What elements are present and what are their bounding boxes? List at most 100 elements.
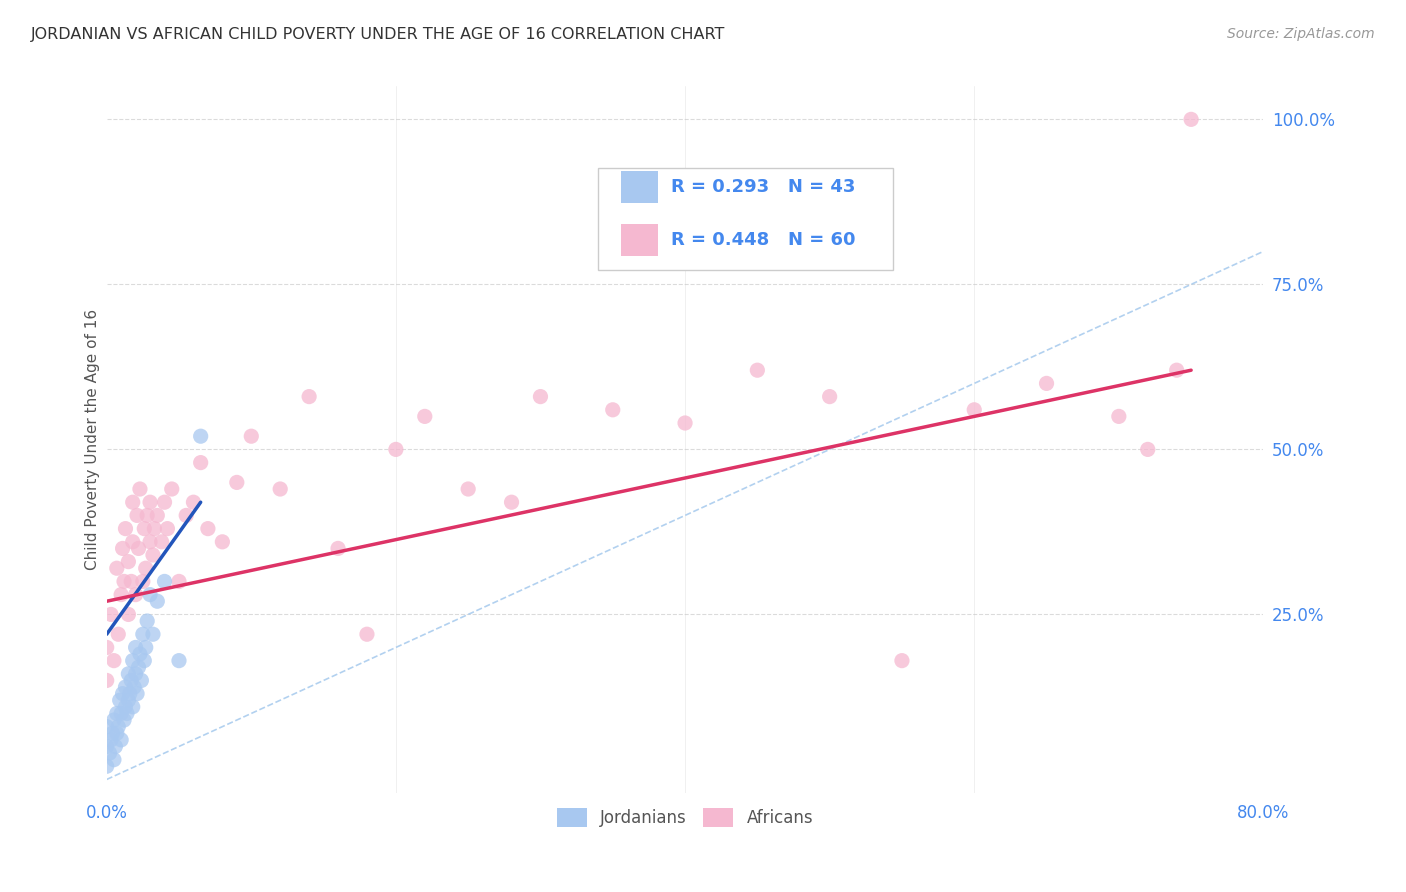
Point <box>139 534 162 549</box>
Point <box>747 363 769 377</box>
Point <box>131 673 153 688</box>
Point <box>105 561 128 575</box>
Text: JORDANIAN VS AFRICAN CHILD POVERTY UNDER THE AGE OF 16 CORRELATION CHART: JORDANIAN VS AFRICAN CHILD POVERTY UNDER… <box>31 27 725 42</box>
Point <box>136 508 159 523</box>
Point <box>160 482 183 496</box>
Point <box>129 647 152 661</box>
Point <box>142 627 165 641</box>
Point <box>150 534 173 549</box>
Point <box>385 442 408 457</box>
Point <box>120 574 142 589</box>
Y-axis label: Child Poverty Under the Age of 16: Child Poverty Under the Age of 16 <box>86 309 100 570</box>
Point <box>298 390 321 404</box>
Point <box>122 680 145 694</box>
Point <box>153 574 176 589</box>
Point <box>143 522 166 536</box>
Point <box>103 713 125 727</box>
Point <box>100 732 122 747</box>
Point <box>115 706 138 721</box>
Point <box>136 614 159 628</box>
Point <box>117 607 139 622</box>
Point <box>108 693 131 707</box>
Point <box>128 660 150 674</box>
Point <box>132 627 155 641</box>
Text: Source: ZipAtlas.com: Source: ZipAtlas.com <box>1227 27 1375 41</box>
Point <box>1035 376 1057 391</box>
Point <box>103 654 125 668</box>
Point <box>112 713 135 727</box>
Point <box>105 726 128 740</box>
Point <box>114 522 136 536</box>
Point <box>96 720 118 734</box>
Point <box>501 495 523 509</box>
Point <box>112 574 135 589</box>
Point <box>110 706 132 721</box>
Point <box>129 482 152 496</box>
Point <box>124 666 146 681</box>
Point <box>96 640 118 655</box>
Text: R = 0.293   N = 43: R = 0.293 N = 43 <box>671 178 856 195</box>
Point <box>190 429 212 443</box>
Point <box>142 548 165 562</box>
Point <box>104 739 127 754</box>
FancyBboxPatch shape <box>599 168 893 270</box>
Point <box>117 555 139 569</box>
Point <box>107 627 129 641</box>
Point <box>98 746 121 760</box>
Point <box>134 654 156 668</box>
Point <box>1136 442 1159 457</box>
Point <box>156 522 179 536</box>
Point <box>120 673 142 688</box>
Point <box>100 607 122 622</box>
Point <box>121 654 143 668</box>
Point <box>269 482 291 496</box>
Point <box>1180 112 1202 127</box>
Point <box>225 475 247 490</box>
Point <box>124 640 146 655</box>
Point <box>96 673 118 688</box>
Point <box>153 495 176 509</box>
Point <box>118 687 141 701</box>
Point <box>114 699 136 714</box>
Point <box>107 720 129 734</box>
Point <box>167 654 190 668</box>
Point <box>356 627 378 641</box>
Point <box>139 495 162 509</box>
Point <box>117 693 139 707</box>
Point <box>146 594 169 608</box>
Point <box>529 390 551 404</box>
Point <box>197 522 219 536</box>
Point <box>673 416 696 430</box>
Point <box>135 640 157 655</box>
Point <box>1108 409 1130 424</box>
Point <box>117 666 139 681</box>
Point <box>135 561 157 575</box>
Point <box>121 495 143 509</box>
Point <box>211 534 233 549</box>
Point <box>105 706 128 721</box>
Point <box>121 699 143 714</box>
Point <box>96 739 118 754</box>
Point <box>890 654 912 668</box>
Point <box>125 687 148 701</box>
Point <box>963 402 986 417</box>
Point <box>124 588 146 602</box>
Point <box>146 508 169 523</box>
Point <box>1166 363 1188 377</box>
Point <box>121 534 143 549</box>
Point <box>110 732 132 747</box>
Point <box>96 759 118 773</box>
Point <box>602 402 624 417</box>
Point <box>326 541 349 556</box>
Point <box>413 409 436 424</box>
Legend: Jordanians, Africans: Jordanians, Africans <box>550 801 820 834</box>
Point <box>101 726 124 740</box>
Text: R = 0.448   N = 60: R = 0.448 N = 60 <box>671 231 856 249</box>
Point <box>128 541 150 556</box>
Point <box>103 753 125 767</box>
FancyBboxPatch shape <box>621 224 658 256</box>
Point <box>134 522 156 536</box>
Point <box>174 508 197 523</box>
Point <box>125 508 148 523</box>
Point <box>190 456 212 470</box>
